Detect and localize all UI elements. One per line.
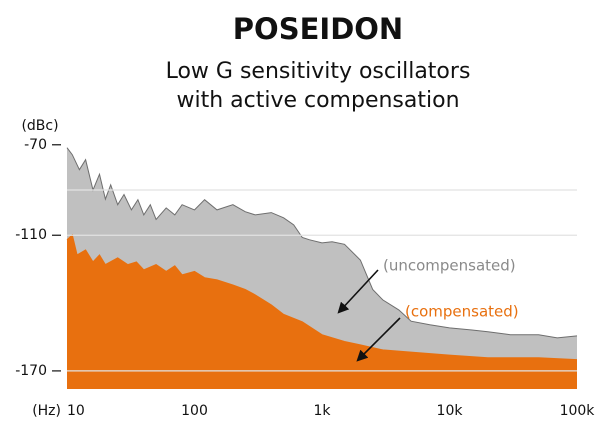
area (67, 234, 577, 389)
x-tick-label: 100k (560, 403, 596, 419)
x-tick-label: 10k (437, 403, 464, 419)
annotation: (uncompensated) (383, 257, 516, 275)
y-axis-label: (dBc) (21, 118, 58, 134)
y-tick-label: -110 (15, 227, 47, 243)
chart-title: POSEIDON (233, 12, 403, 46)
y-tick-label: -170 (15, 363, 47, 379)
x-tick-label: 1k (313, 403, 331, 419)
annotation-arrow (356, 317, 401, 362)
chart-subtitle: with active compensation (176, 88, 459, 113)
annotation: (compensated) (405, 303, 519, 321)
chart-subtitle: Low G sensitivity oscillators (166, 59, 471, 84)
y-tick-label: -70 (24, 137, 47, 153)
x-tick-label: 10 (67, 403, 85, 419)
annotation-arrow (337, 269, 379, 314)
x-axis-label: (Hz) (32, 403, 61, 419)
x-tick-label: 100 (181, 403, 208, 419)
area-edge (66, 147, 578, 339)
area-edge (66, 233, 578, 361)
